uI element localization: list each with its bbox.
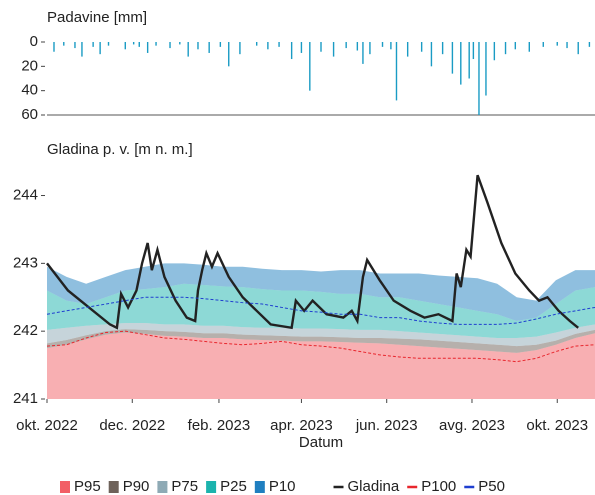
y-tick-label: 60 [21, 106, 38, 123]
band [47, 323, 595, 347]
y-tick-label: 241 [13, 390, 38, 407]
x-tick-label: dec. 2022 [99, 417, 165, 434]
y-tick-label: 243 [13, 254, 38, 271]
bar [219, 42, 222, 47]
y-tick-label: 20 [21, 57, 38, 74]
bar [406, 42, 409, 57]
band [47, 283, 595, 338]
bar [390, 42, 392, 50]
x-tick-label: jun. 2023 [355, 417, 418, 434]
bar [300, 42, 303, 53]
bar [239, 42, 241, 55]
legend-label: P75 [171, 478, 198, 495]
bar [478, 42, 480, 115]
bar [504, 42, 507, 55]
bar [356, 42, 359, 51]
bar [92, 42, 94, 47]
bar [155, 42, 157, 46]
legend-label: P90 [123, 478, 150, 495]
bar [53, 42, 55, 52]
bar [267, 42, 269, 50]
bar [332, 42, 335, 57]
bar [197, 42, 199, 50]
x-tick-label: okt. 2022 [16, 417, 78, 434]
legend-swatch [108, 481, 119, 493]
bar [395, 42, 398, 101]
bar [542, 42, 544, 47]
bar [441, 42, 444, 55]
bar [179, 42, 181, 45]
legend-label: P50 [478, 478, 505, 495]
y-tick-label: 0 [30, 33, 38, 50]
legend-label: P10 [269, 478, 296, 495]
bar [577, 42, 579, 55]
bar [290, 42, 293, 60]
y-tick-label: 244 [13, 186, 38, 203]
bar [460, 42, 462, 85]
bar [124, 42, 126, 50]
bar [132, 42, 135, 45]
bar [472, 42, 475, 60]
bar [566, 42, 568, 49]
line [46, 174, 579, 330]
bar [556, 42, 558, 46]
line [46, 296, 595, 325]
bar [369, 42, 371, 55]
bar [99, 42, 101, 55]
bar [278, 42, 280, 47]
bar [63, 42, 65, 46]
x-axis-title: Datum [299, 434, 343, 451]
legend-swatch [254, 481, 265, 493]
bar [81, 42, 83, 57]
legend-label: P25 [220, 478, 247, 495]
bar [588, 42, 591, 47]
y-tick-label: 242 [13, 322, 38, 339]
bar [451, 42, 454, 74]
bar [420, 42, 423, 52]
bar [468, 42, 470, 79]
panel-label: Padavine [mm] [47, 9, 147, 26]
bar [255, 42, 258, 46]
bar [345, 42, 347, 49]
x-tick-label: avg. 2023 [439, 417, 505, 434]
legend-label: P100 [421, 478, 456, 495]
y-tick-label: 40 [21, 82, 38, 99]
bar [138, 42, 140, 47]
legend-swatch [60, 481, 70, 493]
legend-swatch [206, 481, 217, 493]
bar [74, 42, 76, 49]
bar [107, 42, 110, 46]
bar [381, 42, 384, 47]
bar [485, 42, 487, 96]
legend-label: P95 [74, 478, 101, 495]
band [47, 329, 595, 353]
legend-swatch [157, 481, 168, 493]
bar [169, 42, 171, 49]
band [47, 332, 595, 399]
bar [208, 42, 210, 53]
x-tick-label: feb. 2023 [188, 417, 251, 434]
bar [320, 42, 322, 52]
bar [514, 42, 517, 50]
bar [228, 42, 230, 67]
x-tick-label: apr. 2023 [270, 417, 333, 434]
bar [146, 42, 149, 53]
legend-label: Gladina [348, 478, 400, 495]
bar [430, 42, 433, 67]
bar [187, 42, 189, 57]
bar [309, 42, 311, 91]
line [46, 330, 595, 363]
panel-label: Gladina p. v. [m n. m.] [47, 141, 193, 158]
bar [493, 42, 496, 61]
bar [362, 42, 364, 64]
bar [528, 42, 530, 52]
x-tick-label: okt. 2023 [526, 417, 588, 434]
